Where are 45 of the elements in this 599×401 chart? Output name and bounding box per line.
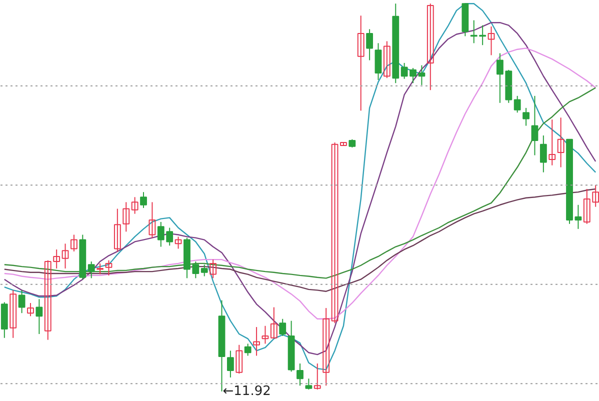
candlestick xyxy=(36,298,43,335)
candlestick xyxy=(374,42,382,80)
candlestick xyxy=(174,236,182,250)
candlestick xyxy=(27,302,34,317)
candlestick xyxy=(418,64,426,86)
candlestick xyxy=(105,260,112,276)
candlestick xyxy=(10,290,17,338)
candlestick xyxy=(488,26,495,56)
candlestick xyxy=(305,378,312,390)
candlestick xyxy=(531,95,538,156)
candlestick xyxy=(44,260,52,340)
candlestick xyxy=(140,192,147,208)
candlestick xyxy=(53,248,60,269)
candlestick xyxy=(236,344,243,374)
candlestick xyxy=(200,264,208,277)
candlestick xyxy=(322,308,330,386)
candlestick xyxy=(226,350,234,378)
candlestick xyxy=(148,202,156,238)
candlestick xyxy=(122,202,130,232)
candlestick xyxy=(244,343,252,356)
candlestick xyxy=(70,234,78,252)
candlestick xyxy=(253,326,260,356)
candlestick xyxy=(514,95,521,114)
annotation: ←11.92 xyxy=(222,384,271,399)
candlestick xyxy=(357,15,364,112)
candlestick xyxy=(522,107,530,126)
candlestick xyxy=(88,261,95,279)
candlestick xyxy=(270,306,278,340)
candlestick xyxy=(331,142,338,324)
candlestick xyxy=(131,196,138,214)
candlestick xyxy=(18,290,26,314)
candlestick xyxy=(114,208,121,252)
candlestick xyxy=(62,243,69,269)
candlestick xyxy=(210,259,217,279)
candlestick xyxy=(540,134,547,173)
candlestick xyxy=(426,3,434,91)
candlestick xyxy=(262,325,269,344)
candlestick xyxy=(383,40,390,79)
candlestick xyxy=(557,117,564,168)
candlestick xyxy=(548,119,556,166)
candlestick xyxy=(96,262,104,275)
candlestick xyxy=(279,318,286,336)
candlestick xyxy=(366,28,374,61)
candlestick xyxy=(296,362,304,386)
candlestick xyxy=(314,362,321,390)
